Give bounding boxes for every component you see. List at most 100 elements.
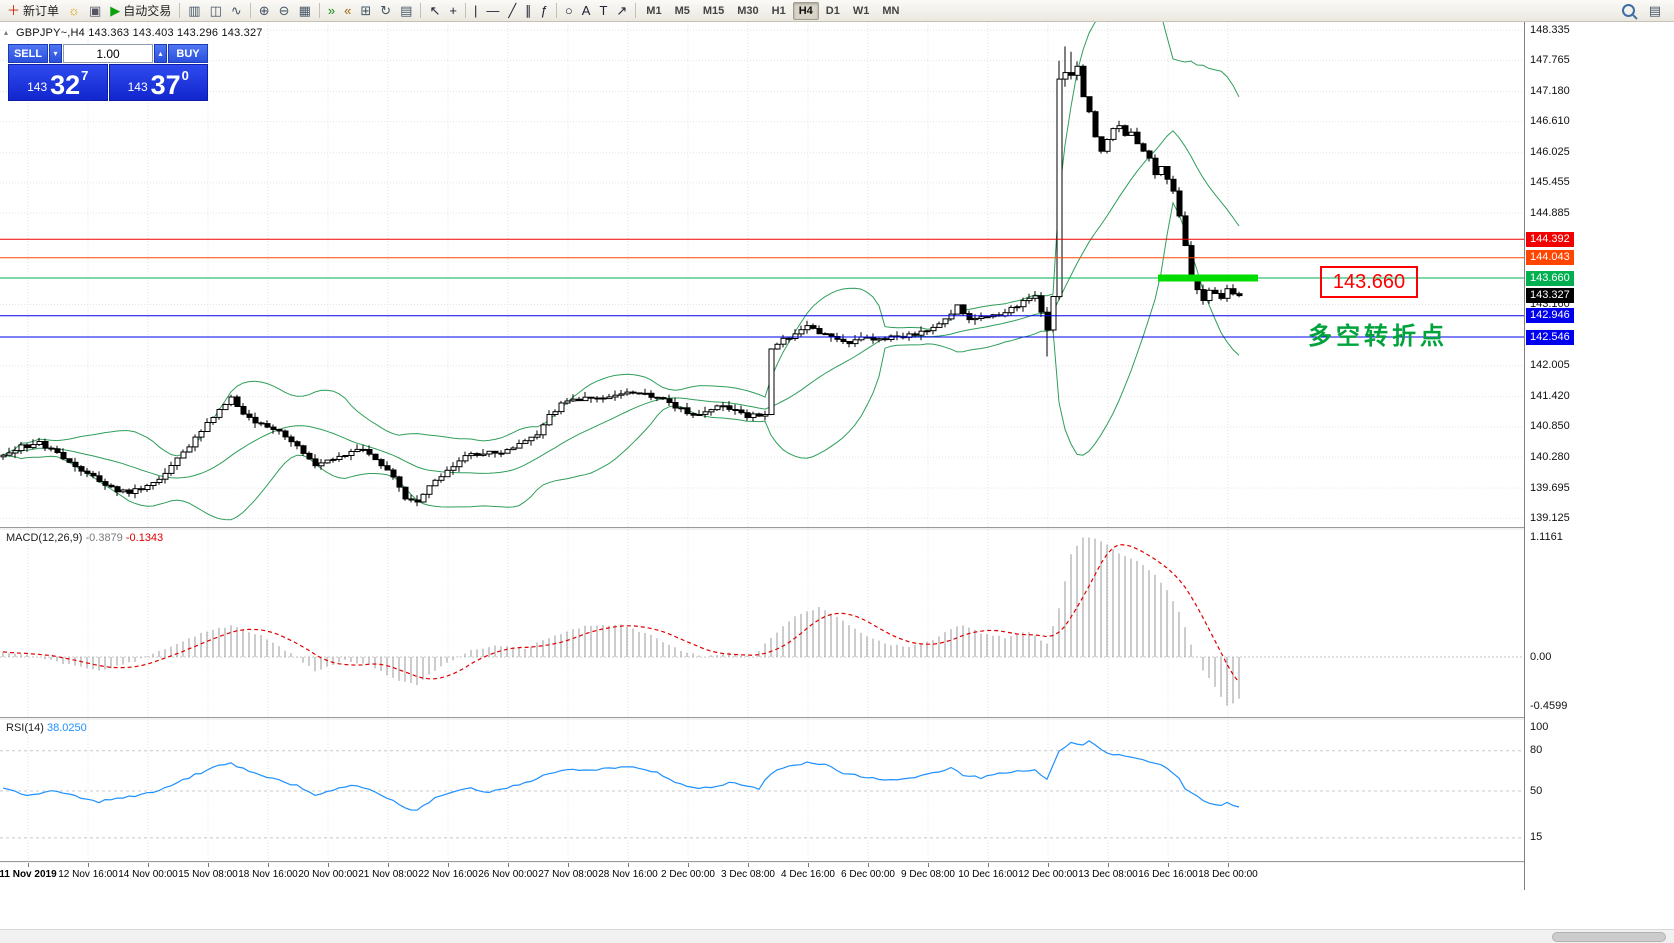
price-annotation-box[interactable]: 143.660 xyxy=(1320,266,1418,298)
indicator-bulb-button[interactable]: ☼ xyxy=(64,1,84,21)
time-tick xyxy=(1228,863,1229,867)
fibonacci-button[interactable]: ƒ xyxy=(537,1,552,21)
price-scale[interactable]: 148.335 147.765 147.180 146.610 146.025 145.4… xyxy=(1524,22,1674,890)
rsi-scale-label: 15 xyxy=(1530,831,1543,843)
profiles-button[interactable]: ▤ xyxy=(396,1,416,21)
time-axis-label: 3 Dec 08:00 xyxy=(721,869,775,880)
toolbar-separator xyxy=(464,3,466,18)
timeframe-m5-button[interactable]: M5 xyxy=(674,4,690,17)
refresh-icon: ↻ xyxy=(380,3,392,18)
auto-trading-label: 自动交易 xyxy=(123,4,172,18)
crosshair-icon: + xyxy=(449,3,457,18)
horizontal-line-button[interactable]: — xyxy=(482,1,503,21)
trendline-button[interactable]: ╱ xyxy=(504,1,520,21)
timeframe-m1-button[interactable]: M1 xyxy=(646,4,662,17)
cursor-button[interactable]: ↖ xyxy=(425,1,444,21)
rsi-scale-label: 100 xyxy=(1530,721,1549,733)
one-click-collapse-icon[interactable]: ▴ xyxy=(4,28,9,37)
shapes-button[interactable]: ○ xyxy=(561,1,577,21)
chinese-note-text[interactable]: 多空转折点 xyxy=(1308,323,1448,350)
scrollbar-thumb[interactable] xyxy=(1552,932,1666,942)
zoom-in-button[interactable]: ⊕ xyxy=(255,1,274,21)
macd-panel-chart[interactable] xyxy=(0,530,1524,717)
vertical-line-button[interactable]: | xyxy=(470,1,481,21)
new-order-label: 新订单 xyxy=(23,4,60,18)
candles xyxy=(0,46,1243,507)
timeframe-m30-button[interactable]: M30 xyxy=(737,4,759,17)
arrow-button[interactable]: ↗ xyxy=(612,1,631,21)
auto-scroll-icon: » xyxy=(327,3,336,18)
panel-separator[interactable] xyxy=(0,861,1674,864)
buy-price-pip: 0 xyxy=(181,68,189,83)
sell-price-button[interactable]: 143 32 7 xyxy=(8,64,108,101)
price-tag-144.043: 144.043 xyxy=(1526,250,1574,265)
time-scale[interactable]: 11 Nov 2019 12 Nov 16:00 14 Nov 00:00 15 No… xyxy=(0,863,1524,889)
timeframe-mn-button[interactable]: MN xyxy=(882,4,900,17)
text-button[interactable]: A xyxy=(578,1,595,21)
macd-name: MACD(12,26,9) xyxy=(6,532,83,544)
volume-decrease-button[interactable]: ▾ xyxy=(49,44,62,63)
time-tick xyxy=(268,863,269,867)
rsi-name: RSI(14) xyxy=(6,722,44,734)
timeframe-d1-button[interactable]: D1 xyxy=(825,4,840,17)
buy-price-big: 37 xyxy=(150,70,181,101)
time-tick xyxy=(328,863,329,867)
zoom-out-button[interactable]: ⊖ xyxy=(275,1,294,21)
one-click-trading-panel: SELL ▾ ▴ BUY 143 32 7 143 37 0 xyxy=(8,44,208,101)
auto-trading-button[interactable]: ▶ 自动交易 xyxy=(106,1,175,21)
toolbar-separator xyxy=(420,3,422,18)
buy-button[interactable]: BUY xyxy=(168,44,208,63)
timeframe-m15-button[interactable]: M15 xyxy=(702,4,725,17)
macd-label: MACD(12,26,9) -0.3879 -0.1343 xyxy=(6,532,163,544)
timeframe-toolbar: M1 M5 M15 M30 H1 H4 D1 W1 MN xyxy=(640,1,905,20)
volume-input[interactable] xyxy=(63,44,153,63)
price-scale-label: 146.610 xyxy=(1530,115,1570,127)
auto-scroll-button[interactable]: » xyxy=(324,1,339,21)
toolbar-right: ▤ xyxy=(1618,1,1671,21)
tile-windows-icon: ▦ xyxy=(298,3,311,18)
time-tick xyxy=(148,863,149,867)
zoom-out-icon: ⊖ xyxy=(278,3,290,18)
time-axis-label: 13 Dec 08:00 xyxy=(1078,869,1138,880)
volume-increase-button[interactable]: ▴ xyxy=(154,44,167,63)
cursor-icon: ↖ xyxy=(429,3,441,18)
channel-button[interactable]: ∥ xyxy=(521,1,536,21)
panel-separator[interactable] xyxy=(0,527,1674,530)
time-axis-label: 18 Nov 16:00 xyxy=(238,869,298,880)
new-chart-button[interactable]: ⊞ xyxy=(356,1,375,21)
chart-shift-button[interactable]: « xyxy=(340,1,355,21)
time-axis-label: 26 Nov 00:00 xyxy=(478,869,538,880)
toolbar-separator xyxy=(179,3,181,18)
one-click-price-row: 143 32 7 143 37 0 xyxy=(8,64,208,101)
time-tick xyxy=(388,863,389,867)
timeframe-h4-button[interactable]: H4 xyxy=(792,1,819,20)
bar-chart-button[interactable]: ▥ xyxy=(184,1,204,21)
time-axis-label: 15 Nov 08:00 xyxy=(178,869,238,880)
candlestick-button[interactable]: ◫ xyxy=(206,1,226,21)
search-button[interactable] xyxy=(1618,1,1639,21)
zoom-in-icon: ⊕ xyxy=(258,3,270,18)
label-button[interactable]: T xyxy=(595,1,611,21)
horizontal-scrollbar[interactable] xyxy=(0,929,1674,943)
line-chart-button[interactable]: ∿ xyxy=(227,1,246,21)
sell-button[interactable]: SELL xyxy=(8,44,48,63)
panel-separator[interactable] xyxy=(0,717,1674,720)
refresh-button[interactable]: ↻ xyxy=(376,1,395,21)
time-tick xyxy=(1048,863,1049,867)
time-axis-label: 11 Nov 2019 xyxy=(0,869,57,880)
macd-signal-value: -0.1343 xyxy=(125,532,164,544)
sell-price-pip: 7 xyxy=(81,68,89,83)
crosshair-button[interactable]: + xyxy=(445,1,461,21)
buy-price-button[interactable]: 143 37 0 xyxy=(108,64,208,101)
workspace-button[interactable]: ▤ xyxy=(1645,1,1665,21)
time-axis-label: 6 Dec 00:00 xyxy=(841,869,895,880)
time-axis-label: 12 Nov 16:00 xyxy=(58,869,118,880)
timeframe-w1-button[interactable]: W1 xyxy=(852,4,870,17)
timeframe-h1-button[interactable]: H1 xyxy=(771,4,786,17)
new-order-button[interactable]: ＋新订单 xyxy=(3,1,63,21)
tile-windows-button[interactable]: ▦ xyxy=(295,1,315,21)
chart-window-button[interactable]: ▣ xyxy=(85,1,105,21)
rsi-panel-chart[interactable] xyxy=(0,720,1524,861)
price-chart[interactable] xyxy=(0,22,1524,527)
new-order-icon: ＋ xyxy=(7,3,21,18)
